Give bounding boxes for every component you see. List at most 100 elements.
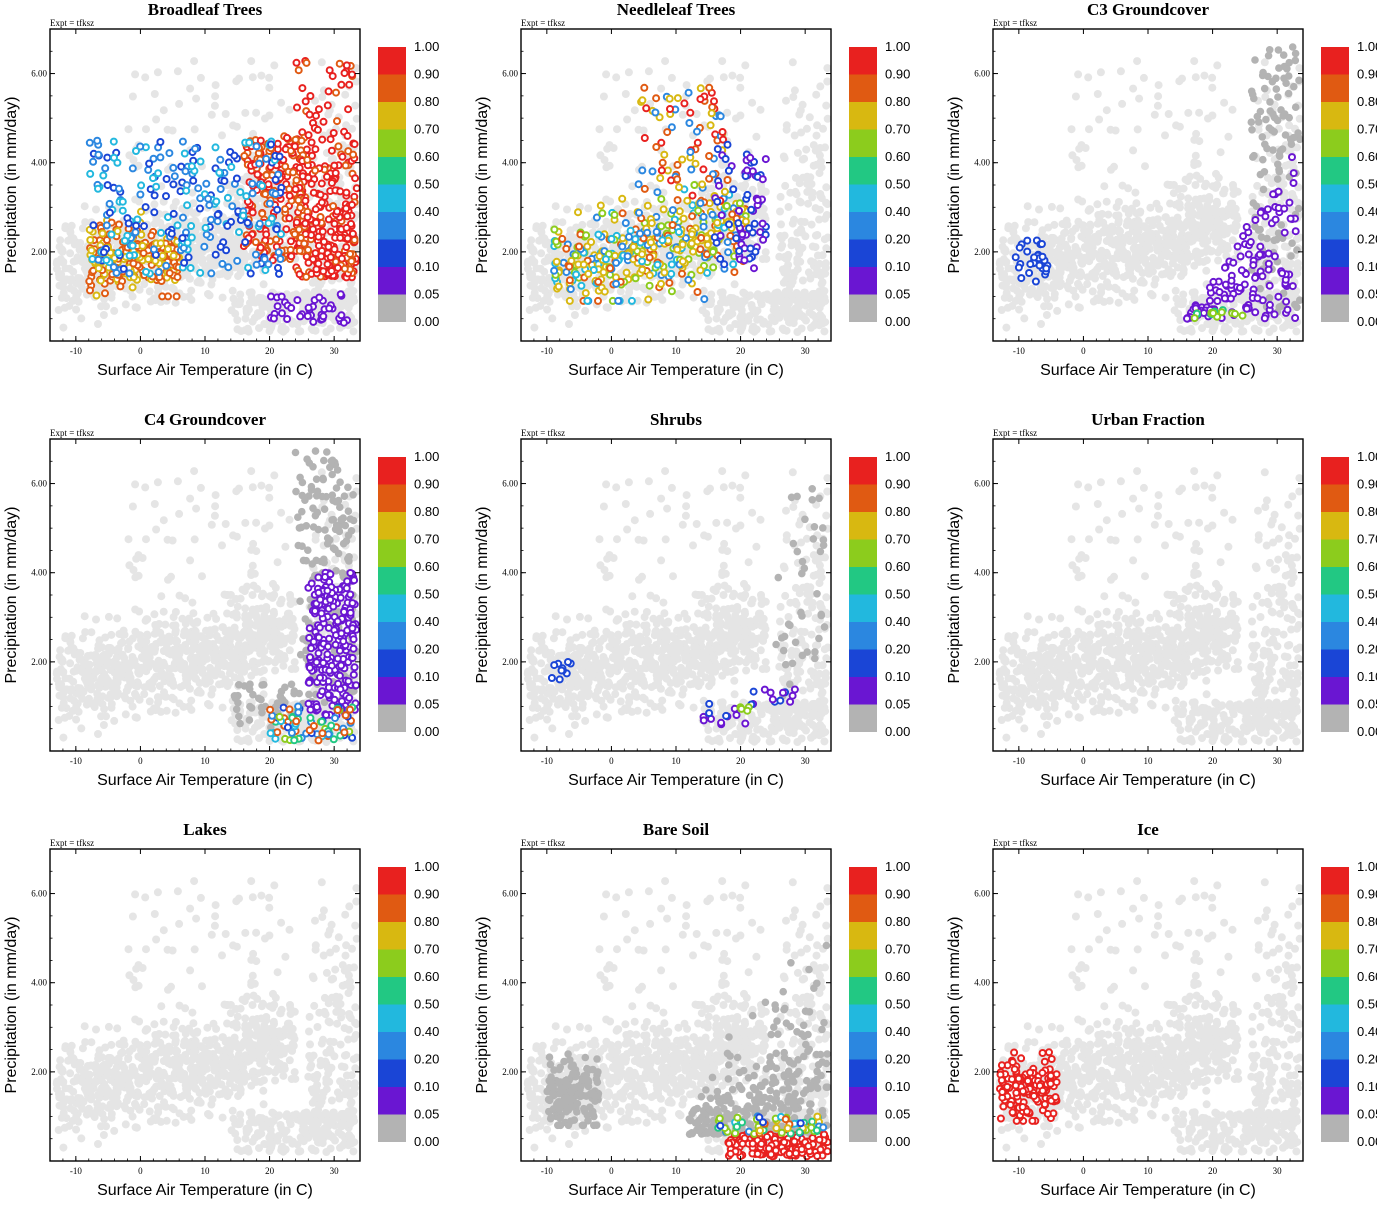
background-point <box>797 128 806 137</box>
data-point <box>196 157 205 166</box>
data-point <box>717 211 726 220</box>
data-point <box>275 152 284 161</box>
background-point <box>198 255 207 264</box>
background-point <box>99 311 108 319</box>
data-point <box>746 153 755 162</box>
background-point <box>639 283 647 292</box>
data-point <box>285 185 294 194</box>
background-point <box>57 293 66 302</box>
data-point <box>211 143 220 152</box>
data-point <box>348 229 357 238</box>
background-point <box>1111 268 1120 277</box>
background-point <box>285 105 294 114</box>
background-point <box>1004 222 1013 231</box>
background-point <box>1134 243 1143 252</box>
background-point <box>1028 284 1036 293</box>
background-point <box>1097 251 1106 260</box>
background-point <box>823 114 831 123</box>
data-point <box>713 145 722 154</box>
y-tick-label: 6.00 <box>31 69 47 79</box>
background-point <box>1040 302 1049 311</box>
background-point <box>248 317 257 326</box>
data-point <box>640 134 649 142</box>
background-point <box>304 291 313 300</box>
background-point <box>682 81 691 90</box>
data-point <box>314 241 323 250</box>
data-point <box>154 169 163 178</box>
x-tick-label: -10 <box>70 346 82 356</box>
background-point <box>736 111 745 120</box>
data-point <box>565 276 574 285</box>
data-point <box>572 270 581 279</box>
background-point <box>1080 253 1089 262</box>
data-point <box>666 105 674 113</box>
background-point <box>230 245 239 254</box>
background-point <box>552 218 561 227</box>
background-point <box>532 222 541 231</box>
data-point <box>128 164 137 173</box>
background-point <box>67 221 76 230</box>
data-point <box>668 206 677 215</box>
data-point <box>345 80 354 89</box>
background-point <box>1134 226 1143 235</box>
data-point <box>319 312 328 321</box>
data-point <box>709 263 718 272</box>
x-tick-label: 10 <box>201 346 211 356</box>
data-point <box>183 201 192 210</box>
background-point <box>713 307 722 316</box>
background-point <box>1088 287 1097 296</box>
background-point <box>348 124 356 133</box>
background-point <box>336 180 345 188</box>
data-point <box>85 277 94 286</box>
data-point <box>721 155 730 163</box>
data-point <box>312 218 320 227</box>
background-point <box>1191 247 1200 256</box>
data-point <box>115 220 123 229</box>
data-point <box>638 166 647 175</box>
background-point <box>140 280 149 289</box>
data-point <box>240 152 249 160</box>
background-point <box>259 280 268 289</box>
data-point <box>118 197 127 206</box>
colorbar-swatch <box>378 294 406 322</box>
background-point <box>790 86 799 95</box>
background-point <box>1131 257 1140 266</box>
background-point <box>1285 121 1294 130</box>
data-point <box>738 230 747 239</box>
background-point <box>538 275 547 284</box>
background-point <box>530 257 539 266</box>
background-point <box>1203 245 1212 253</box>
background-point <box>1080 243 1089 252</box>
background-point <box>639 126 648 135</box>
background-point <box>1042 311 1051 319</box>
data-point <box>103 153 112 162</box>
data-point <box>583 296 592 305</box>
background-point <box>798 155 807 164</box>
background-point <box>812 301 821 310</box>
background-point <box>752 132 761 141</box>
background-point <box>795 110 804 119</box>
data-point <box>113 158 122 167</box>
background-point <box>1293 259 1302 268</box>
background-point <box>1216 238 1225 247</box>
background-point <box>135 285 144 294</box>
background-point <box>1216 245 1225 253</box>
background-point <box>97 302 106 311</box>
data-point <box>705 174 714 183</box>
data-point <box>125 251 134 260</box>
background-point <box>796 198 805 207</box>
data-point <box>232 174 241 183</box>
background-point <box>744 238 753 247</box>
background-point <box>779 297 788 306</box>
data-point <box>315 293 324 302</box>
background-point <box>788 58 797 67</box>
background-point <box>1009 228 1018 237</box>
data-point <box>684 275 693 284</box>
data-point <box>290 230 299 239</box>
data-point <box>325 66 334 75</box>
y-axis-label: Precipitation (in mm/day) <box>3 97 20 274</box>
data-point <box>594 230 603 239</box>
data-point <box>343 234 352 243</box>
data-point <box>657 195 666 204</box>
